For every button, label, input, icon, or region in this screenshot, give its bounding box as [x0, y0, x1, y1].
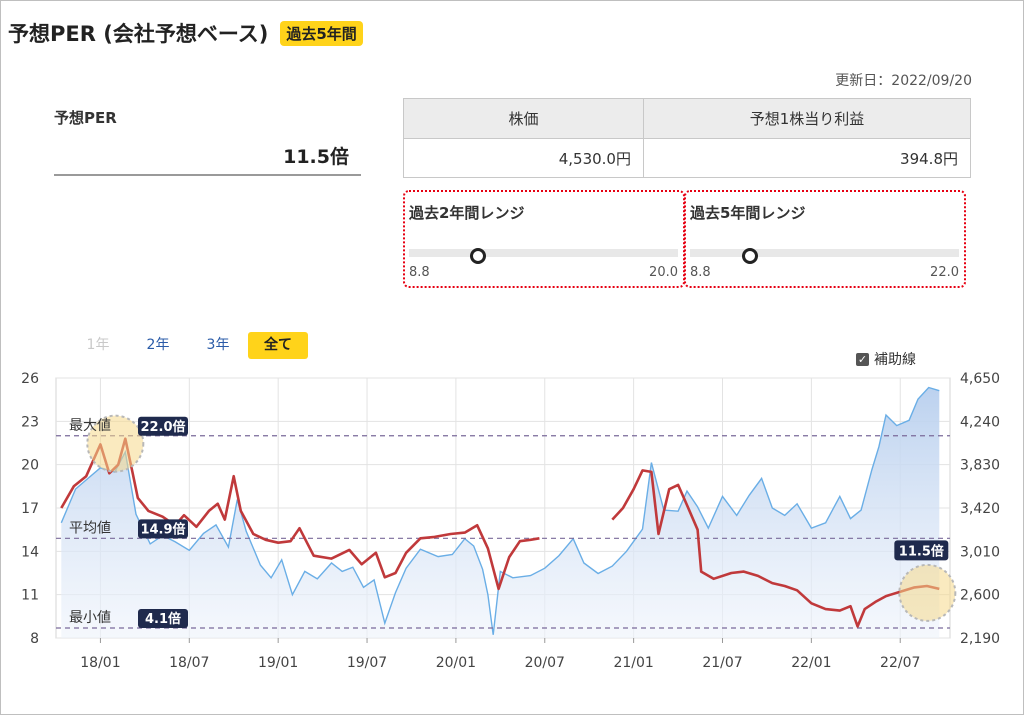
x-tick-label: 20/01	[436, 655, 476, 671]
price-header: 株価	[403, 98, 644, 139]
x-tick-label: 22/01	[791, 655, 831, 671]
range-5y-title: 過去5年間レンジ	[690, 204, 806, 222]
period-badge: 過去5年間	[280, 20, 363, 46]
x-tick-label: 20/07	[525, 655, 565, 671]
range-2y-marker	[469, 248, 486, 264]
y-left-tick-label: 26	[21, 371, 39, 387]
x-tick-label: 19/07	[347, 655, 387, 671]
current-value-text: 11.5倍	[899, 543, 944, 559]
range-2y-min: 8.8	[409, 265, 430, 280]
x-tick-label: 21/01	[613, 655, 653, 671]
eps-header: 予想1株当り利益	[642, 98, 972, 139]
range-5y-max: 22.0	[930, 265, 959, 280]
price-line	[60, 386, 940, 635]
range-5y-track	[690, 249, 959, 257]
reference-pill-text: 4.1倍	[145, 611, 181, 627]
price-value: 4,530.0円	[403, 138, 644, 178]
checkbox-checked-icon[interactable]: ✓	[856, 352, 869, 366]
price-eps-table: 株価 予想1株当り利益 4,530.0円 394.8円	[403, 98, 972, 178]
per-value: 11.5倍	[283, 146, 349, 168]
reference-pill	[138, 519, 188, 539]
reference-pill-text: 22.0倍	[140, 419, 185, 435]
aux-lines-label: 補助線	[874, 352, 916, 368]
reference-pill	[138, 416, 188, 436]
per-line	[611, 469, 940, 628]
range-2y-track	[409, 249, 678, 257]
range-2y-title: 過去2年間レンジ	[409, 204, 525, 222]
tab-2y[interactable]: 2年	[146, 337, 170, 353]
y-right-tick-label: 4,650	[960, 371, 1000, 387]
range-5y: 過去5年間レンジ 8.8 22.0	[684, 190, 966, 288]
highlight-circle	[86, 414, 145, 473]
range-5y-min: 8.8	[690, 265, 711, 280]
y-right-tick-label: 3,010	[960, 544, 1000, 560]
highlight-circle	[898, 563, 957, 622]
x-tick-label: 21/07	[702, 655, 742, 671]
range-5y-marker	[741, 248, 758, 264]
x-tick-label: 19/01	[258, 655, 298, 671]
reference-label: 平均値	[69, 520, 111, 536]
reference-label: 最大値	[69, 418, 111, 434]
period-tabs: 1年 2年 3年 全て	[68, 332, 308, 359]
price-area	[61, 387, 940, 638]
y-left-tick-label: 11	[21, 588, 39, 604]
y-left-tick-label: 23	[21, 414, 39, 430]
reference-pill	[138, 609, 188, 628]
current-value-pill	[894, 540, 949, 561]
panel-header: 予想PER (会社予想ベース) 過去5年間	[8, 18, 363, 48]
y-left-tick-label: 17	[21, 501, 39, 517]
y-left-tick-label: 8	[30, 631, 39, 647]
y-right-tick-label: 2,190	[960, 631, 1000, 647]
y-right-tick-label: 3,420	[960, 501, 1000, 517]
tab-1y: 1年	[86, 337, 110, 353]
panel-title: 予想PER (会社予想ベース)	[8, 22, 269, 46]
tab-3y[interactable]: 3年	[206, 337, 230, 353]
aux-lines-toggle[interactable]: ✓ 補助線	[856, 349, 916, 369]
updated-date: 更新日：2022/09/20	[835, 73, 972, 89]
y-right-tick-label: 3,830	[960, 458, 1000, 474]
y-left-tick-label: 14	[21, 544, 39, 560]
range-2y-max: 20.0	[649, 265, 678, 280]
y-right-tick-label: 4,240	[960, 414, 1000, 430]
per-summary: 予想PER 11.5倍	[54, 102, 361, 176]
per-line	[60, 437, 540, 591]
y-left-tick-label: 20	[21, 458, 39, 474]
per-label: 予想PER	[54, 109, 117, 127]
tab-all[interactable]: 全て	[248, 332, 308, 359]
reference-label: 最小値	[69, 610, 111, 626]
eps-value: 394.8円	[642, 138, 972, 178]
reference-pill-text: 14.9倍	[140, 521, 185, 537]
y-right-tick-label: 2,600	[960, 588, 1000, 604]
x-tick-label: 22/07	[880, 655, 920, 671]
x-tick-label: 18/01	[80, 655, 120, 671]
x-tick-label: 18/07	[169, 655, 209, 671]
